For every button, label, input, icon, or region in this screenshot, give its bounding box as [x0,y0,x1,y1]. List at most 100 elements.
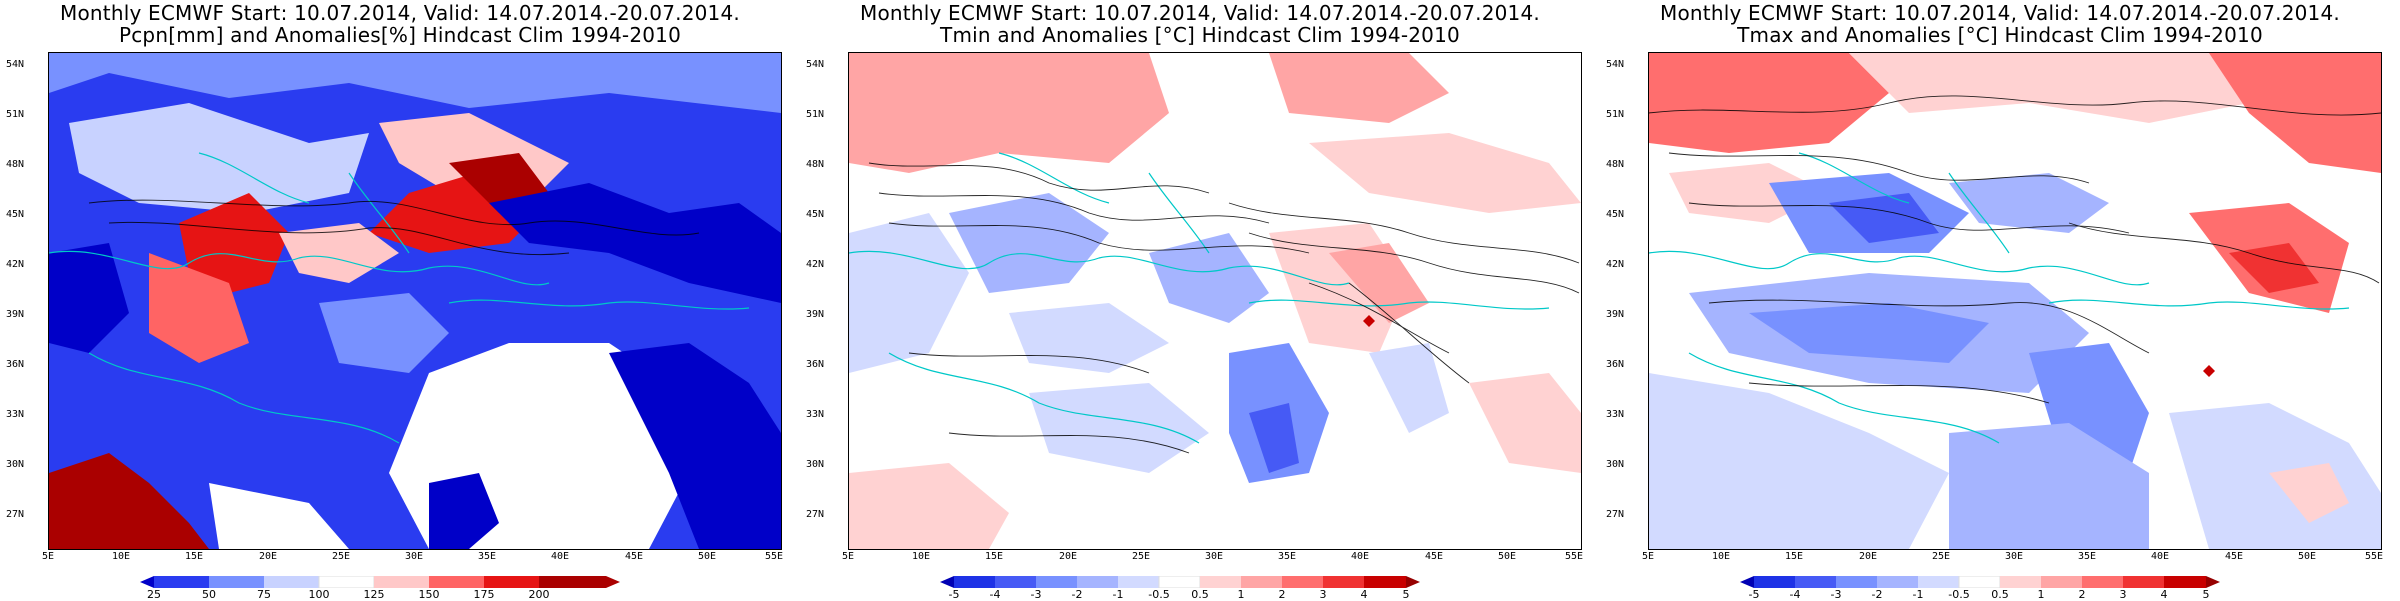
lon-label: 15E [1784,551,1804,562]
lat-label: 27N [806,509,825,520]
lon-label: 55E [1564,551,1584,562]
lat-label: 42N [806,259,825,270]
anomaly-map [49,53,781,549]
lon-label: 45E [624,551,644,562]
lon-label: 25E [1131,551,1151,562]
panel-title-line2: Pcpn[mm] and Anomalies[%] Hindcast Clim … [118,23,682,47]
lon-label: 10E [111,551,131,562]
lat-label: 51N [806,109,825,120]
lat-label: 42N [6,259,25,270]
panel-title-line1: Monthly ECMWF Start: 10.07.2014, Valid: … [1660,1,2340,25]
colorbar-tick: 125 [363,588,385,601]
lon-label: 35E [2077,551,2097,562]
colorbar-tick: -3 [1030,588,1042,601]
lon-label: 40E [1350,551,1370,562]
panel-title-line1: Monthly ECMWF Start: 10.07.2014, Valid: … [860,1,1540,25]
lat-label: 54N [1606,59,1625,70]
lat-label: 33N [806,409,825,420]
map-area [48,52,782,550]
lat-label: 27N [6,509,25,520]
colorbar-tick: -0.5 [1148,588,1170,601]
lat-label: 45N [806,209,825,220]
colorbar-tick: -2 [1871,588,1883,601]
lon-label: 5E [41,551,55,562]
colorbar-tick: 4 [1360,588,1368,601]
colorbar-tick: -3 [1830,588,1842,601]
lat-label: 33N [1606,409,1625,420]
colorbar [140,576,620,588]
lon-label: 45E [1424,551,1444,562]
lon-label: 30E [1204,551,1224,562]
lon-label: 10E [911,551,931,562]
lat-label: 39N [1606,309,1625,320]
lon-label: 35E [1277,551,1297,562]
colorbar-tick: 2 [2078,588,2086,601]
lat-label: 48N [1606,159,1625,170]
lon-label: 30E [2004,551,2024,562]
colorbar-tick: -4 [1789,588,1801,601]
lon-label: 20E [1058,551,1078,562]
colorbar-tick: 2 [1278,588,1286,601]
colorbar-tick: 200 [528,588,550,601]
colorbar-tick: 175 [473,588,495,601]
lon-label: 40E [550,551,570,562]
colorbar-tick: -1 [1912,588,1924,601]
lon-label: 40E [2150,551,2170,562]
lon-label: 30E [404,551,424,562]
lat-label: 30N [1606,459,1625,470]
lon-label: 15E [984,551,1004,562]
map-area [1648,52,2382,550]
panel-tmax: Monthly ECMWF Start: 10.07.2014, Valid: … [1600,0,2400,601]
lat-label: 39N [6,309,25,320]
colorbar-tick: 3 [1319,588,1327,601]
panel-precipitation: Monthly ECMWF Start: 10.07.2014, Valid: … [0,0,800,601]
lon-label: 25E [331,551,351,562]
lon-label: 45E [2224,551,2244,562]
lat-label: 51N [1606,109,1625,120]
colorbar-tick: -0.5 [1948,588,1970,601]
anomaly-map [849,53,1581,549]
colorbar-tick: 5 [1402,588,1410,601]
lat-label: 45N [1606,209,1625,220]
colorbar-tick: -2 [1071,588,1083,601]
panel-tmin: Monthly ECMWF Start: 10.07.2014, Valid: … [800,0,1600,601]
colorbar-tick: 0.5 [1191,588,1209,601]
colorbar-tick: 3 [2119,588,2127,601]
lon-label: 5E [1641,551,1655,562]
lat-label: 51N [6,109,25,120]
lat-label: 27N [1606,509,1625,520]
colorbar-tick: 25 [147,588,161,601]
lat-label: 39N [806,309,825,320]
lon-label: 15E [184,551,204,562]
colorbar-tick: 150 [418,588,440,601]
colorbar-tick: -5 [948,588,960,601]
colorbar-tick: -4 [989,588,1001,601]
lat-label: 54N [6,59,25,70]
lat-label: 36N [6,359,25,370]
lon-label: 50E [2297,551,2317,562]
panel-title-line2: Tmax and Anomalies [°C] Hindcast Clim 19… [1737,23,2263,47]
colorbar-tick: 5 [2202,588,2210,601]
lon-label: 55E [764,551,784,562]
colorbar-tick: 75 [257,588,271,601]
lat-label: 54N [806,59,825,70]
lat-label: 36N [806,359,825,370]
colorbar-tick: 1 [2037,588,2045,601]
colorbar-tick: 4 [2160,588,2168,601]
lat-label: 33N [6,409,25,420]
lat-label: 45N [6,209,25,220]
colorbar-tick: 0.5 [1991,588,2009,601]
panel-title-line1: Monthly ECMWF Start: 10.07.2014, Valid: … [60,1,740,25]
colorbar-tick: 1 [1237,588,1245,601]
lon-label: 55E [2364,551,2384,562]
lat-label: 30N [6,459,25,470]
lon-label: 50E [697,551,717,562]
lon-label: 10E [1711,551,1731,562]
panel-title-line2: Tmin and Anomalies [°C] Hindcast Clim 19… [940,23,1460,47]
colorbar-tick: 50 [202,588,216,601]
colorbar-tick: -5 [1748,588,1760,601]
anomaly-map [1649,53,2381,549]
lon-label: 20E [1858,551,1878,562]
lat-label: 48N [806,159,825,170]
